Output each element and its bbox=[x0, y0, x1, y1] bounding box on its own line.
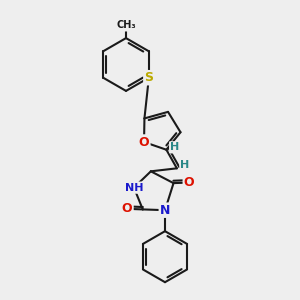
Text: H: H bbox=[170, 142, 179, 152]
Text: N: N bbox=[160, 204, 170, 217]
Text: CH₃: CH₃ bbox=[116, 20, 136, 31]
Text: O: O bbox=[139, 136, 149, 148]
Text: NH: NH bbox=[125, 183, 143, 193]
Text: S: S bbox=[144, 71, 153, 84]
Text: H: H bbox=[180, 160, 190, 170]
Text: O: O bbox=[122, 202, 133, 215]
Text: O: O bbox=[184, 176, 194, 189]
